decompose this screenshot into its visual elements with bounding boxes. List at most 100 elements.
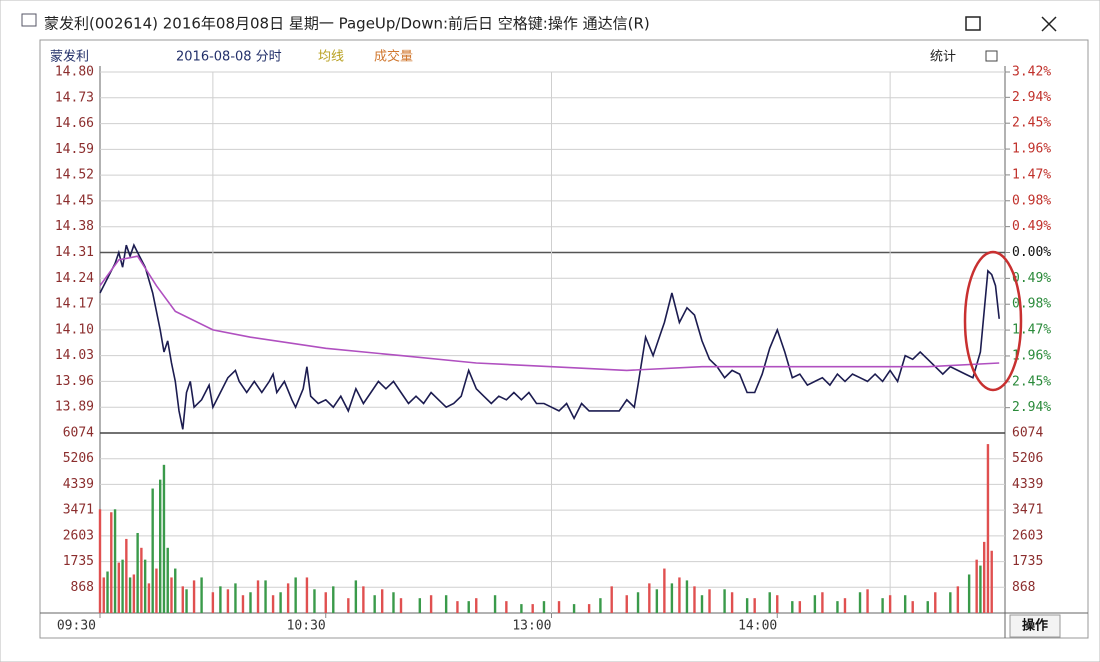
maximize-button[interactable] xyxy=(965,16,981,31)
volume-bar xyxy=(380,589,384,613)
volume-bar xyxy=(610,586,613,613)
volume-bar xyxy=(324,592,327,613)
y-tick-label: 868 xyxy=(71,580,94,595)
avg-label[interactable]: 均线 xyxy=(318,50,344,65)
y-tick-label: 14.45 xyxy=(55,193,94,208)
volume-bar xyxy=(418,598,422,613)
volume-bar xyxy=(147,583,151,613)
volume-bar xyxy=(979,565,982,613)
y2-tick-label: 2.45% xyxy=(1012,116,1051,131)
volume-bar xyxy=(982,541,986,613)
y-tick-label: 14.17 xyxy=(55,297,94,312)
volume-bar xyxy=(836,601,839,613)
volume-bar xyxy=(858,592,862,613)
volume-bar xyxy=(181,586,184,613)
volume-bar xyxy=(110,512,113,613)
volume-bar xyxy=(362,586,365,613)
y2-tick-label: 2.94% xyxy=(1012,400,1051,415)
volume-bar xyxy=(174,568,177,613)
volume-bar xyxy=(256,580,260,613)
volume-bar xyxy=(98,509,102,613)
y-tick-label: 14.73 xyxy=(55,90,94,105)
volume-bar xyxy=(866,589,869,613)
volume-bar xyxy=(332,586,335,613)
volume-bar xyxy=(843,598,847,613)
y-tick-label: 14.66 xyxy=(55,116,94,131)
volume-bar xyxy=(926,601,929,613)
volume-bar xyxy=(151,488,154,613)
close-button[interactable] xyxy=(1041,16,1057,32)
y2-tick-label: 5206 xyxy=(1012,451,1043,466)
stats-button[interactable]: 统计 xyxy=(930,50,956,65)
y2-tick-label: 2603 xyxy=(1012,528,1043,543)
volume-bar xyxy=(102,577,105,613)
volume-bar xyxy=(636,592,640,613)
x-tick-label: 13:00 xyxy=(512,619,551,634)
y2-tick-label: 6074 xyxy=(1012,426,1043,441)
y-tick-label: 13.89 xyxy=(55,400,94,415)
chart-frame xyxy=(39,39,1089,639)
y2-tick-label: 1.47% xyxy=(1012,167,1051,182)
volume-bar xyxy=(599,598,602,613)
y-tick-label: 14.59 xyxy=(55,142,94,157)
volume-bar xyxy=(967,574,971,613)
volume-bar xyxy=(821,592,824,613)
volume-bar xyxy=(678,577,681,613)
volume-bar xyxy=(934,592,937,613)
volume-bar xyxy=(493,595,497,613)
volume-bar xyxy=(241,595,245,613)
volume-bar xyxy=(723,589,726,613)
y2-tick-label: 2.94% xyxy=(1012,90,1051,105)
y2-tick-label: 1.47% xyxy=(1012,323,1051,338)
volume-bar xyxy=(170,577,173,613)
y-tick-label: 1735 xyxy=(63,554,94,569)
volume-bar xyxy=(557,601,561,613)
volume-bar xyxy=(271,595,275,613)
stats-icon[interactable] xyxy=(985,50,998,62)
y2-tick-label: 0.98% xyxy=(1012,193,1051,208)
volume-bar xyxy=(587,604,591,613)
volume-bar xyxy=(956,586,960,613)
volume-bar xyxy=(294,577,297,613)
volume-bar xyxy=(505,601,508,613)
volume-bar xyxy=(305,577,309,613)
volume-bar xyxy=(655,589,659,613)
volume-bar xyxy=(531,604,534,613)
y-tick-label: 2603 xyxy=(63,528,94,543)
volume-bar xyxy=(211,592,215,613)
volume-label[interactable]: 成交量 xyxy=(374,49,413,65)
volume-bar xyxy=(113,509,117,613)
y2-tick-label: 3471 xyxy=(1012,503,1043,518)
x-tick-label: 09:30 xyxy=(57,619,96,634)
volume-bar xyxy=(708,589,711,613)
volume-bar xyxy=(373,595,376,613)
volume-bar xyxy=(279,592,282,613)
volume-bar xyxy=(911,601,914,613)
highlight-circle xyxy=(963,250,1023,392)
y2-tick-label: 1.96% xyxy=(1012,348,1051,363)
volume-bar xyxy=(128,577,132,613)
volume-bar xyxy=(392,592,395,613)
volume-bar xyxy=(162,464,166,613)
volume-bar xyxy=(663,568,666,613)
action-label[interactable]: 操作 xyxy=(1022,618,1048,634)
volume-bar xyxy=(192,580,196,613)
volume-bar xyxy=(313,589,316,613)
y-tick-label: 5206 xyxy=(63,451,94,466)
volume-bar xyxy=(813,595,817,613)
volume-bar xyxy=(475,598,478,613)
volume-bar xyxy=(286,583,290,613)
price-line xyxy=(99,255,1000,372)
stock-name: 蒙发利 xyxy=(50,49,89,65)
action-button[interactable] xyxy=(1009,614,1061,638)
volume-bar xyxy=(399,598,403,613)
volume-bar xyxy=(249,592,252,613)
volume-bar xyxy=(347,598,350,613)
y2-tick-label: 0.49% xyxy=(1012,271,1051,286)
volume-bar xyxy=(456,601,459,613)
volume-bar xyxy=(226,589,230,613)
y-tick-label: 14.10 xyxy=(55,322,94,337)
volume-bar xyxy=(768,592,771,613)
volume-bar xyxy=(572,604,576,613)
